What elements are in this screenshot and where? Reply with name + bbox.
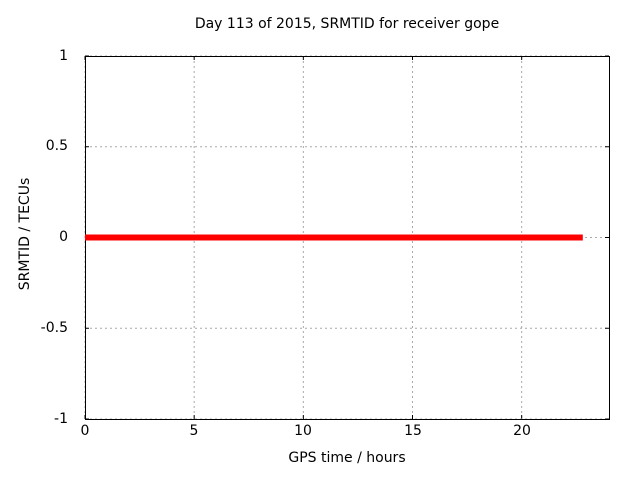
- x-tick-label-20: 20: [513, 423, 531, 439]
- x-tick-label-0: 0: [80, 423, 90, 439]
- x-tick-label-15: 15: [404, 423, 422, 439]
- y-tick-label-1: 1: [59, 48, 68, 64]
- chart-title: Day 113 of 2015, SRMTID for receiver gop…: [194, 16, 500, 32]
- x-tick-label-10: 10: [294, 423, 312, 439]
- y-tick-label-0: 0: [59, 229, 68, 245]
- y-tick-label--0.5: -0.5: [40, 320, 68, 336]
- x-axis-label: GPS time / hours: [288, 450, 406, 466]
- x-tick-label-5: 5: [189, 423, 199, 439]
- y-tick-label-0.5: 0.5: [45, 138, 68, 154]
- y-tick-label--1: -1: [54, 411, 68, 427]
